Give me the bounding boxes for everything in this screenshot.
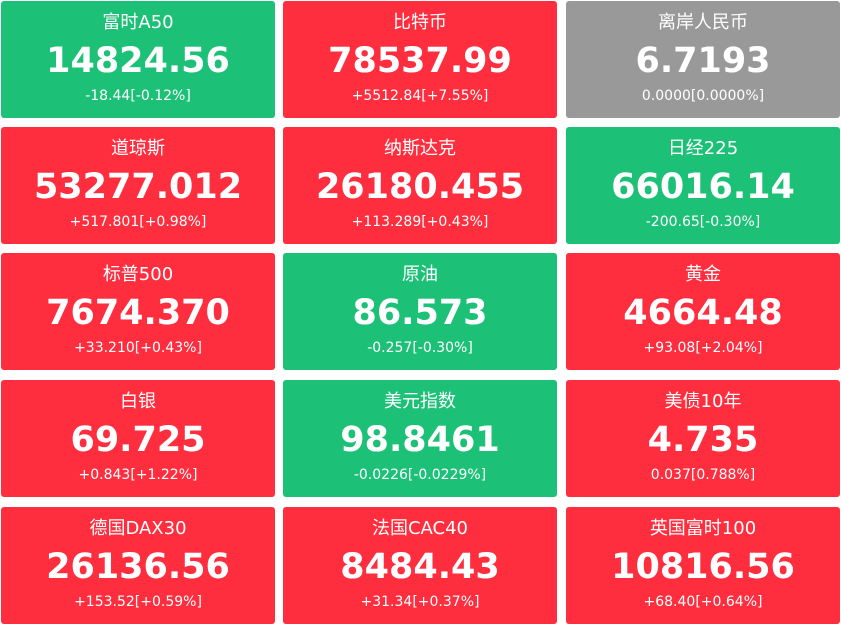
tile-change: +33.210[+0.43%]	[74, 340, 202, 356]
market-tile: 比特币 78537.99 +5512.84[+7.55%]	[283, 1, 557, 118]
tile-change: +153.52[+0.59%]	[74, 594, 202, 610]
market-tile: 美元指数 98.8461 -0.0226[-0.0229%]	[283, 380, 557, 497]
tile-value: 8484.43	[340, 547, 500, 587]
market-tile: 原油 86.573 -0.257[-0.30%]	[283, 253, 557, 370]
market-tile: 白银 69.725 +0.843[+1.22%]	[1, 380, 275, 497]
tile-change: -200.65[-0.30%]	[645, 214, 761, 230]
tile-change: +517.801[+0.98%]	[69, 214, 207, 230]
market-tile: 纳斯达克 26180.455 +113.289[+0.43%]	[283, 127, 557, 244]
tile-value: 78537.99	[328, 41, 512, 81]
tile-change: +0.843[+1.22%]	[78, 467, 198, 483]
market-tile: 黄金 4664.48 +93.08[+2.04%]	[566, 253, 840, 370]
tile-value: 66016.14	[611, 167, 795, 207]
tile-name: 白银	[120, 391, 156, 412]
tile-value: 26136.56	[46, 547, 230, 587]
tile-name: 法国CAC40	[371, 518, 469, 539]
tile-change: +31.34[+0.37%]	[360, 594, 480, 610]
tile-value: 7674.370	[46, 293, 230, 333]
tile-name: 比特币	[393, 12, 447, 33]
tile-name: 富时A50	[102, 12, 174, 33]
tile-name: 道琼斯	[111, 138, 165, 159]
tile-name: 离岸人民币	[658, 12, 748, 33]
market-tile: 英国富时100 10816.56 +68.40[+0.64%]	[566, 507, 840, 624]
tile-change: -0.257[-0.30%]	[367, 340, 473, 356]
market-tile: 道琼斯 53277.012 +517.801[+0.98%]	[1, 127, 275, 244]
tile-change: +5512.84[+7.55%]	[351, 88, 489, 104]
tile-change: +93.08[+2.04%]	[643, 340, 763, 356]
tile-value: 53277.012	[33, 167, 243, 207]
tile-value: 86.573	[352, 293, 488, 333]
tile-name: 纳斯达克	[384, 138, 456, 159]
tile-value: 26180.455	[315, 167, 525, 207]
tile-name: 英国富时100	[649, 518, 757, 539]
tile-value: 14824.56	[46, 41, 230, 81]
tile-name: 原油	[402, 264, 438, 285]
market-tile: 法国CAC40 8484.43 +31.34[+0.37%]	[283, 507, 557, 624]
tile-name: 标普500	[102, 264, 174, 285]
tile-name: 美债10年	[664, 391, 742, 412]
tile-value: 98.8461	[340, 420, 500, 460]
market-tile: 离岸人民币 6.7193 0.0000[0.0000%]	[566, 1, 840, 118]
tile-change: +68.40[+0.64%]	[643, 594, 763, 610]
tile-name: 德国DAX30	[89, 518, 187, 539]
tile-value: 6.7193	[635, 41, 771, 81]
tile-value: 4.735	[647, 420, 759, 460]
market-tile: 日经225 66016.14 -200.65[-0.30%]	[566, 127, 840, 244]
market-tile: 德国DAX30 26136.56 +153.52[+0.59%]	[1, 507, 275, 624]
tile-name: 黄金	[685, 264, 721, 285]
tile-name: 日经225	[667, 138, 739, 159]
tile-name: 美元指数	[384, 391, 456, 412]
tile-change: -18.44[-0.12%]	[85, 88, 191, 104]
tile-change: -0.0226[-0.0229%]	[353, 467, 487, 483]
tile-change: 0.037[0.788%]	[650, 467, 756, 483]
market-tile: 美债10年 4.735 0.037[0.788%]	[566, 380, 840, 497]
tile-value: 4664.48	[623, 293, 783, 333]
tile-value: 69.725	[70, 420, 206, 460]
market-tile: 标普500 7674.370 +33.210[+0.43%]	[1, 253, 275, 370]
tile-change: 0.0000[0.0000%]	[641, 88, 765, 104]
market-tile: 富时A50 14824.56 -18.44[-0.12%]	[1, 1, 275, 118]
tile-value: 10816.56	[611, 547, 795, 587]
tile-change: +113.289[+0.43%]	[351, 214, 489, 230]
